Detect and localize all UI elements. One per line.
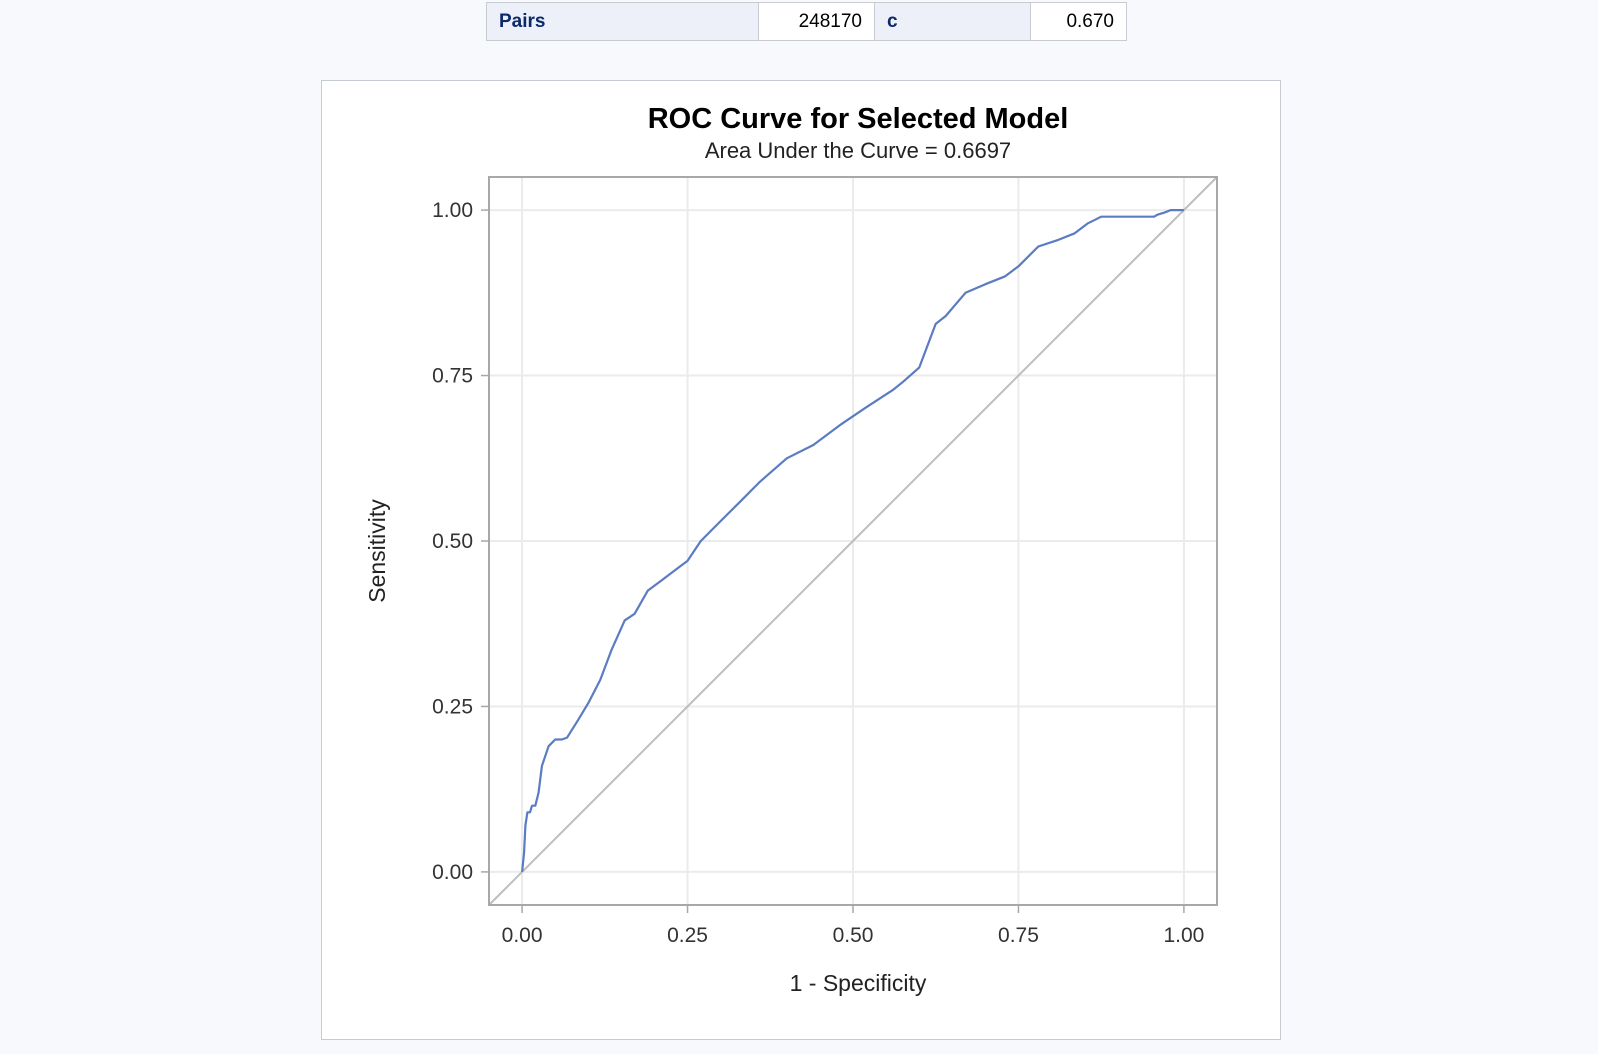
y-tick-label: 0.75	[432, 365, 473, 388]
roc-chart: ROC Curve for Selected Model Area Under …	[364, 103, 1218, 996]
statistics-table: Pairs 248170 c 0.670	[486, 2, 1127, 41]
chart-title: ROC Curve for Selected Model	[648, 103, 1069, 135]
x-tick-label: 0.00	[502, 924, 543, 947]
roc-graph-panel: ROC Curve for Selected Model Area Under …	[321, 80, 1281, 1040]
y-tick-label: 1.00	[432, 199, 473, 222]
pairs-label: Pairs	[486, 2, 759, 41]
roc-curve-layer	[521, 209, 1184, 873]
pairs-value: 248170	[758, 2, 875, 41]
chart-subtitle: Area Under the Curve = 0.6697	[705, 138, 1011, 163]
y-axis-label: Sensitivity	[364, 499, 390, 603]
x-tick-label: 0.75	[998, 924, 1039, 947]
y-axis-ticks: 0.00 0.25 0.50 0.75 1.00	[432, 199, 489, 884]
x-tick-label: 0.50	[833, 924, 874, 947]
diagonal-line	[488, 176, 1218, 906]
reference-diagonal	[488, 176, 1218, 906]
x-tick-label: 0.25	[667, 924, 708, 947]
roc-curve-line	[521, 209, 1184, 873]
c-value: 0.670	[1030, 2, 1127, 41]
y-tick-label: 0.50	[432, 530, 473, 553]
x-axis-label: 1 - Specificity	[790, 970, 927, 996]
grid-lines	[489, 177, 1217, 905]
table-row: Pairs 248170 c 0.670	[486, 2, 1127, 41]
y-tick-label: 0.25	[432, 695, 473, 718]
x-tick-label: 1.00	[1163, 924, 1204, 947]
x-axis-ticks: 0.00 0.25 0.50 0.75 1.00	[502, 905, 1204, 947]
c-label: c	[874, 2, 1031, 41]
y-tick-label: 0.00	[432, 861, 473, 884]
